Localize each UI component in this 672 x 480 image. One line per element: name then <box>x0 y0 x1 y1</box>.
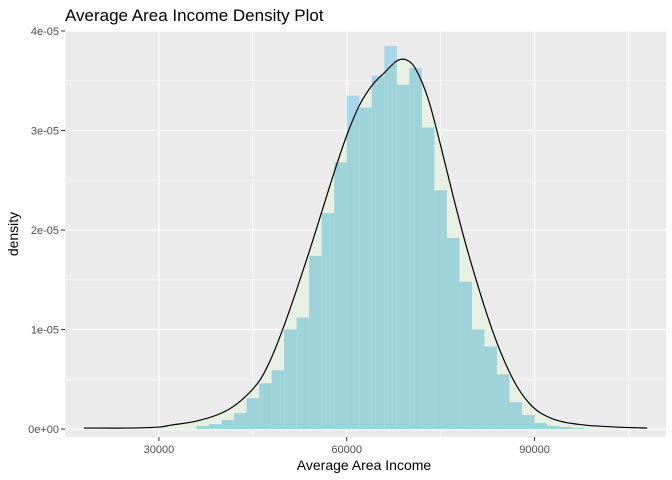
histogram-bar-overlap <box>234 413 247 430</box>
y-tick-label: 0e+00 <box>28 424 59 436</box>
histogram-bar-overlap <box>572 428 585 430</box>
histogram-bar-overlap <box>284 329 297 430</box>
x-tick-label: 60000 <box>331 444 362 456</box>
histogram-bar-overlap <box>409 67 422 430</box>
y-tick-label: 1e-05 <box>31 325 59 337</box>
histogram-bar-overlap <box>396 84 410 430</box>
y-tick-label: 2e-05 <box>31 225 59 237</box>
density-curve <box>83 58 648 429</box>
histogram-bar-overlap <box>559 427 573 430</box>
y-tick-label: 4e-05 <box>31 26 59 38</box>
histogram-bar-overlap <box>259 383 272 430</box>
histogram-bar-overlap <box>296 317 310 430</box>
histogram-bar-overlap <box>334 162 347 430</box>
histogram-bar-overlap <box>221 420 235 430</box>
histogram-bar-overlap <box>547 426 560 430</box>
histogram-bar-overlap <box>196 426 209 430</box>
y-axis-title: density <box>5 212 21 256</box>
histogram-bar-overlap <box>522 415 535 430</box>
histogram-bar-overlap <box>459 281 472 430</box>
histogram-density-overlap <box>196 59 585 430</box>
histogram-bar-overlap <box>384 59 397 430</box>
x-tick-label: 30000 <box>144 444 175 456</box>
y-tick-label: 3e-05 <box>31 126 59 138</box>
histogram-bar-overlap <box>346 95 360 430</box>
x-axis-ticks: 30000 60000 90000 <box>144 437 550 456</box>
histogram-bar-overlap <box>371 75 385 430</box>
x-tick-label: 90000 <box>519 444 550 456</box>
histogram-bar-overlap <box>496 374 510 430</box>
histogram-bar-overlap <box>321 213 335 430</box>
x-axis-title: Average Area Income <box>297 457 432 473</box>
histogram-bar-overlap <box>484 346 497 430</box>
histogram-bar-overlap <box>208 424 222 430</box>
y-axis-ticks: 0e+00 1e-05 2e-05 3e-05 4e-05 <box>28 26 65 436</box>
histogram-bar-overlap <box>446 237 460 430</box>
histogram-bar-overlap <box>471 329 485 430</box>
histogram-bar-overlap <box>271 370 285 430</box>
histogram-bar-overlap <box>421 127 435 430</box>
histogram-bar-overlap <box>246 398 260 430</box>
chart-title: Average Area Income Density Plot <box>65 6 324 25</box>
histogram-bar-overlap <box>309 255 322 430</box>
histogram-bar-overlap <box>534 423 548 430</box>
histogram-bar-overlap <box>509 402 523 430</box>
histogram-bar-overlap <box>434 190 447 430</box>
histogram-bar-overlap <box>359 107 372 430</box>
